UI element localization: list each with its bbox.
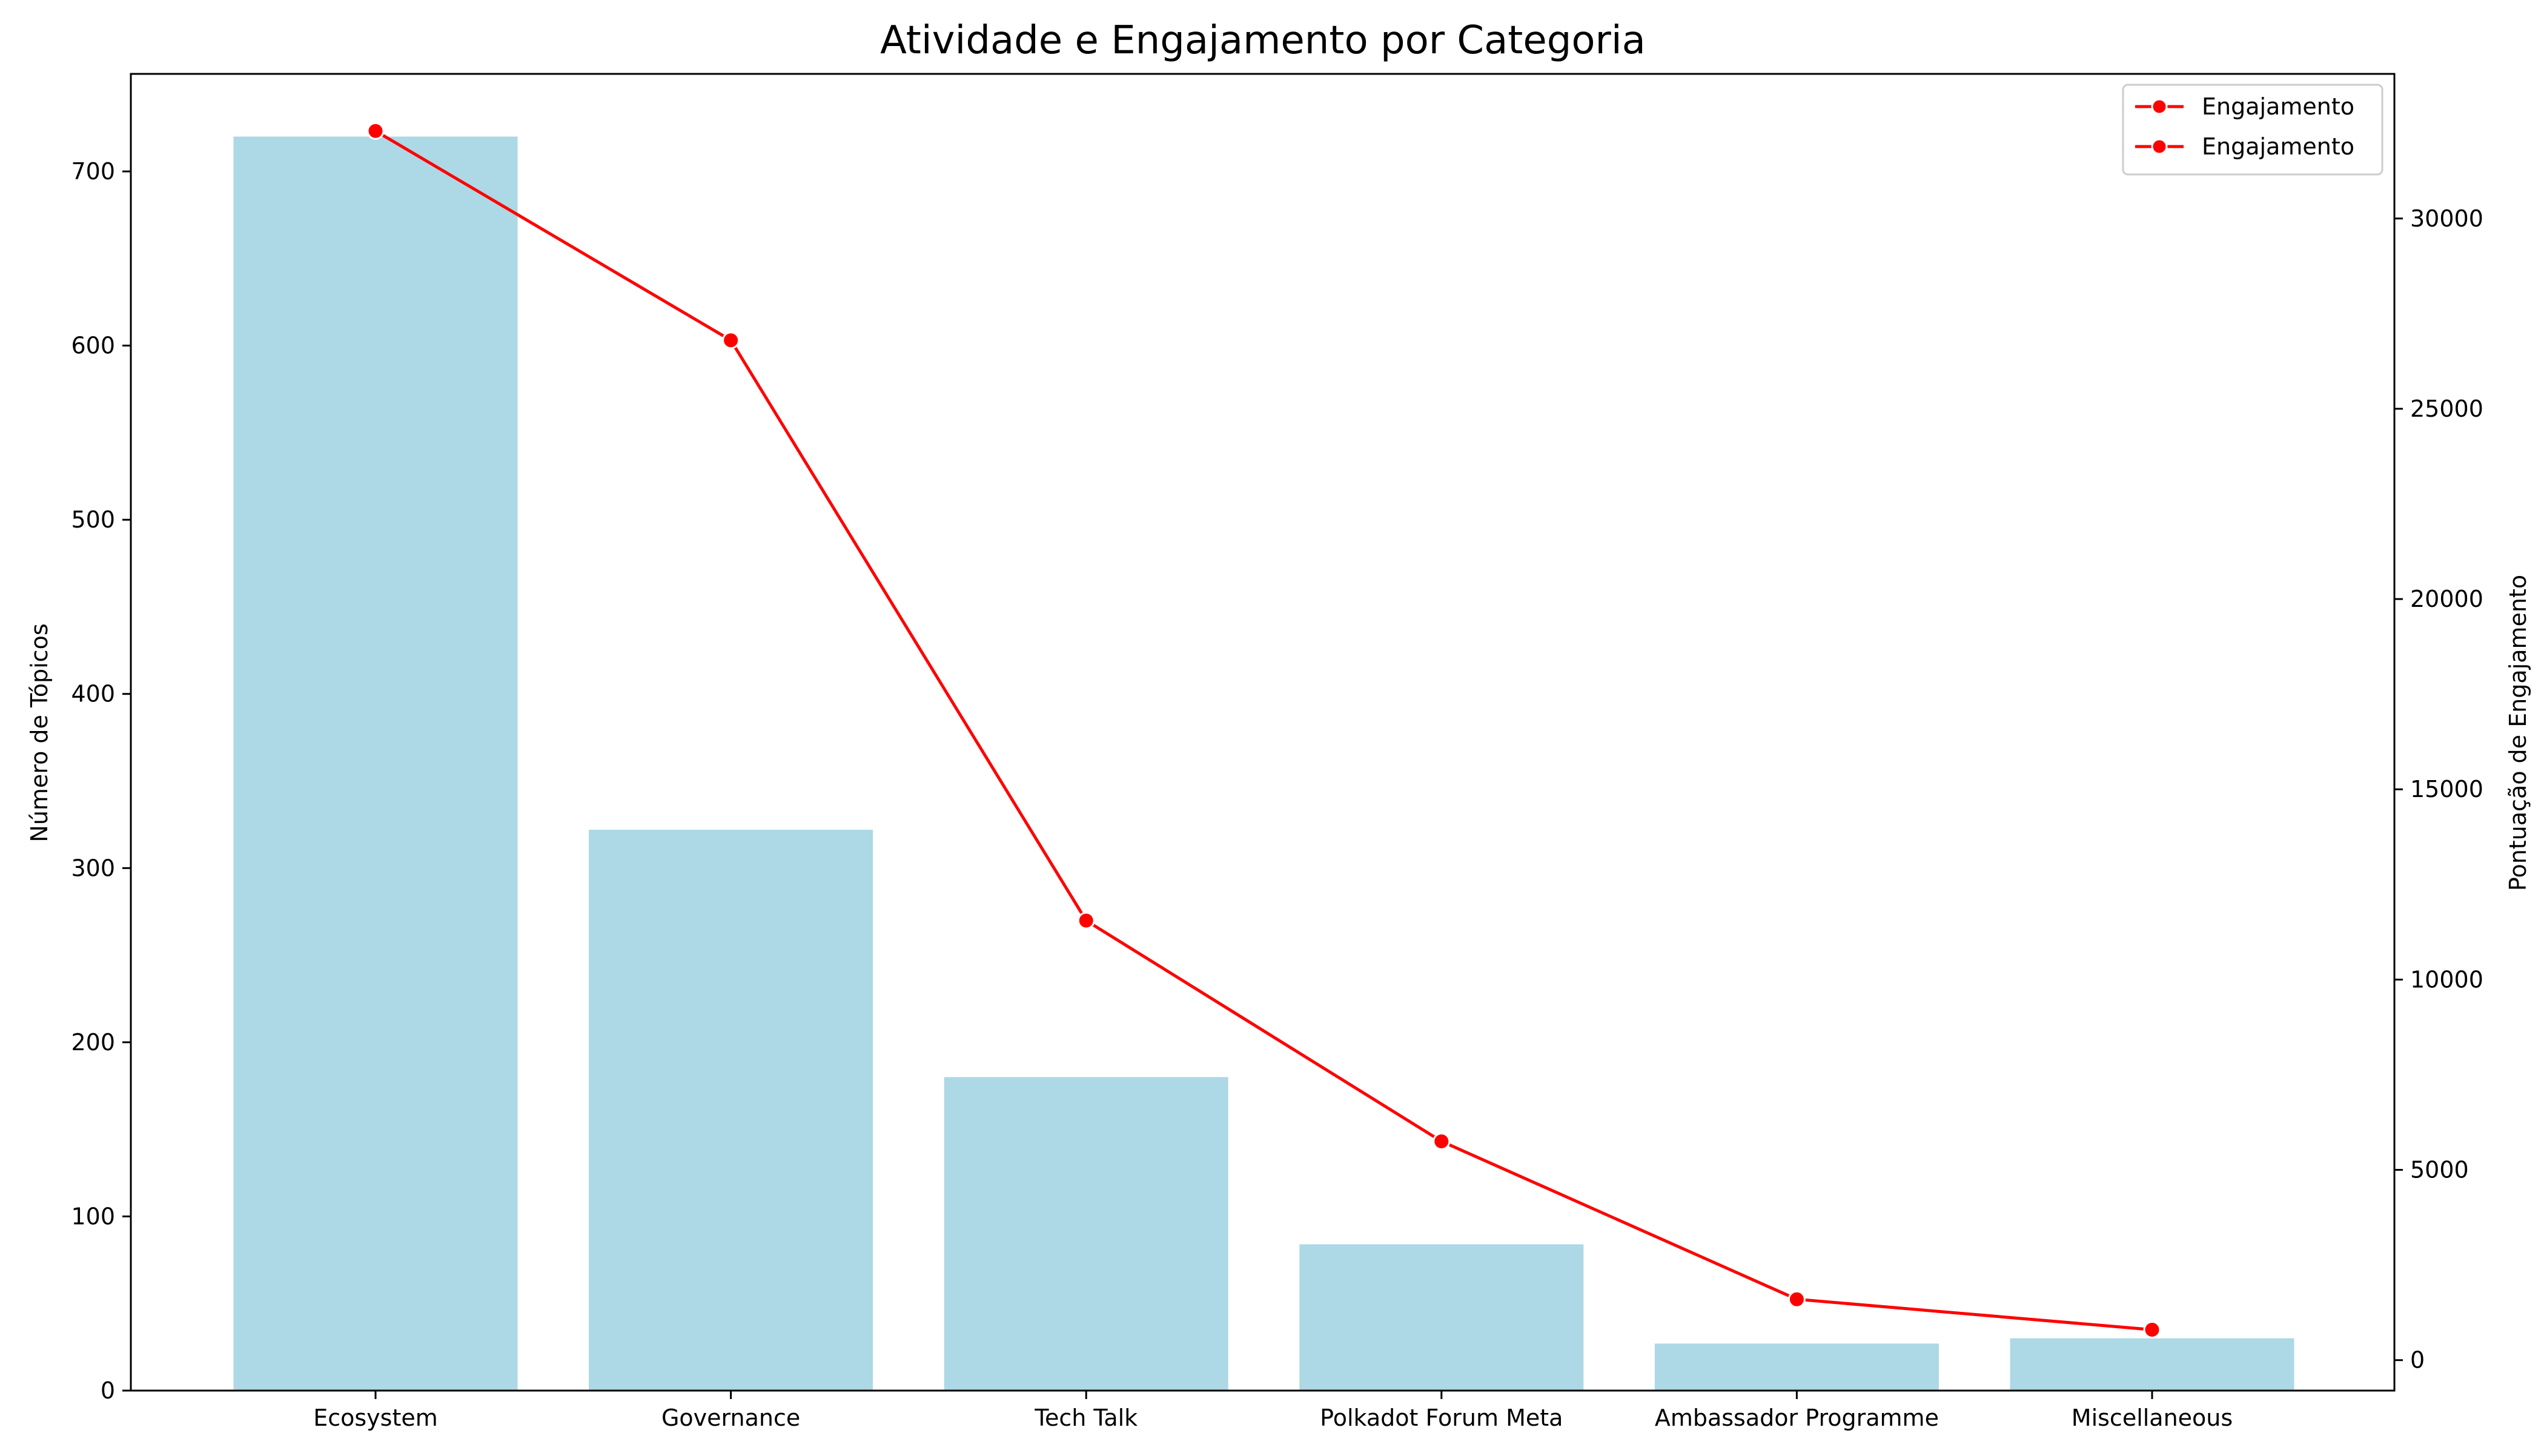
y-right-tick-label: 15000	[2410, 776, 2483, 802]
y-left-tick-label: 400	[71, 681, 115, 707]
engagement-marker-1	[722, 331, 740, 349]
y-left-tick-label: 0	[101, 1377, 115, 1404]
engagement-marker-4	[1787, 1290, 1806, 1308]
bar-governance	[589, 830, 873, 1391]
legend-label: Engajamento	[2202, 133, 2354, 160]
y-left-tick-label: 100	[71, 1203, 115, 1229]
engagement-marker-2	[1077, 912, 1095, 930]
y-left-tick-label: 500	[71, 506, 115, 533]
legend-label: Engajamento	[2202, 93, 2354, 120]
x-tick-label: Miscellaneous	[2072, 1405, 2233, 1431]
bar-tech-talk	[944, 1077, 1228, 1391]
bar-polkadot-forum-meta	[1299, 1244, 1584, 1391]
legend-box	[2122, 84, 2383, 176]
chart-title: Atividade e Engajamento por Categoria	[880, 18, 1646, 63]
y-axis-right-label: Pontuação de Engajamento	[2505, 575, 2531, 891]
plot-frame	[130, 73, 2396, 1392]
engagement-marker-3	[1433, 1132, 1451, 1150]
axes-layer: 0 100 200 300 400 500 600 700 0 5000 10000 15000 200…	[71, 73, 2483, 1431]
bar-ambassador-programme	[1654, 1343, 1939, 1391]
legend-marker-swatch	[2151, 98, 2168, 115]
y-left-tick-label: 600	[71, 333, 115, 359]
engagement-marker-5	[2143, 1320, 2161, 1339]
bars-layer	[233, 136, 2294, 1391]
line-layer	[366, 122, 2161, 1339]
bar-miscellaneous	[2010, 1338, 2294, 1391]
x-tick-label: Ecosystem	[313, 1405, 438, 1431]
x-tick-label: Governance	[661, 1405, 800, 1431]
y-left-tick-label: 300	[71, 855, 115, 881]
y-right-tick-label: 5000	[2410, 1157, 2469, 1183]
x-tick-label: Tech Talk	[1034, 1405, 1138, 1431]
y-left-tick-label: 700	[71, 158, 115, 185]
y-right-tick-label: 0	[2410, 1347, 2425, 1374]
y-right-tick-label: 20000	[2410, 586, 2483, 612]
engagement-marker-0	[366, 122, 385, 140]
engagement-line	[374, 130, 2153, 1331]
legend: Engajamento Engajamento	[2122, 84, 2383, 176]
y-left-tick-label: 200	[71, 1029, 115, 1056]
legend-marker-swatch	[2151, 138, 2168, 155]
y-right-tick-label: 10000	[2410, 966, 2483, 993]
y-right-tick-label: 30000	[2410, 205, 2483, 232]
y-right-tick-label: 25000	[2410, 395, 2483, 422]
x-tick-label: Ambassador Programme	[1655, 1405, 1939, 1431]
bar-ecosystem	[233, 136, 518, 1391]
x-tick-label: Polkadot Forum Meta	[1320, 1405, 1563, 1431]
y-axis-left-label: Número de Tópicos	[26, 623, 53, 842]
